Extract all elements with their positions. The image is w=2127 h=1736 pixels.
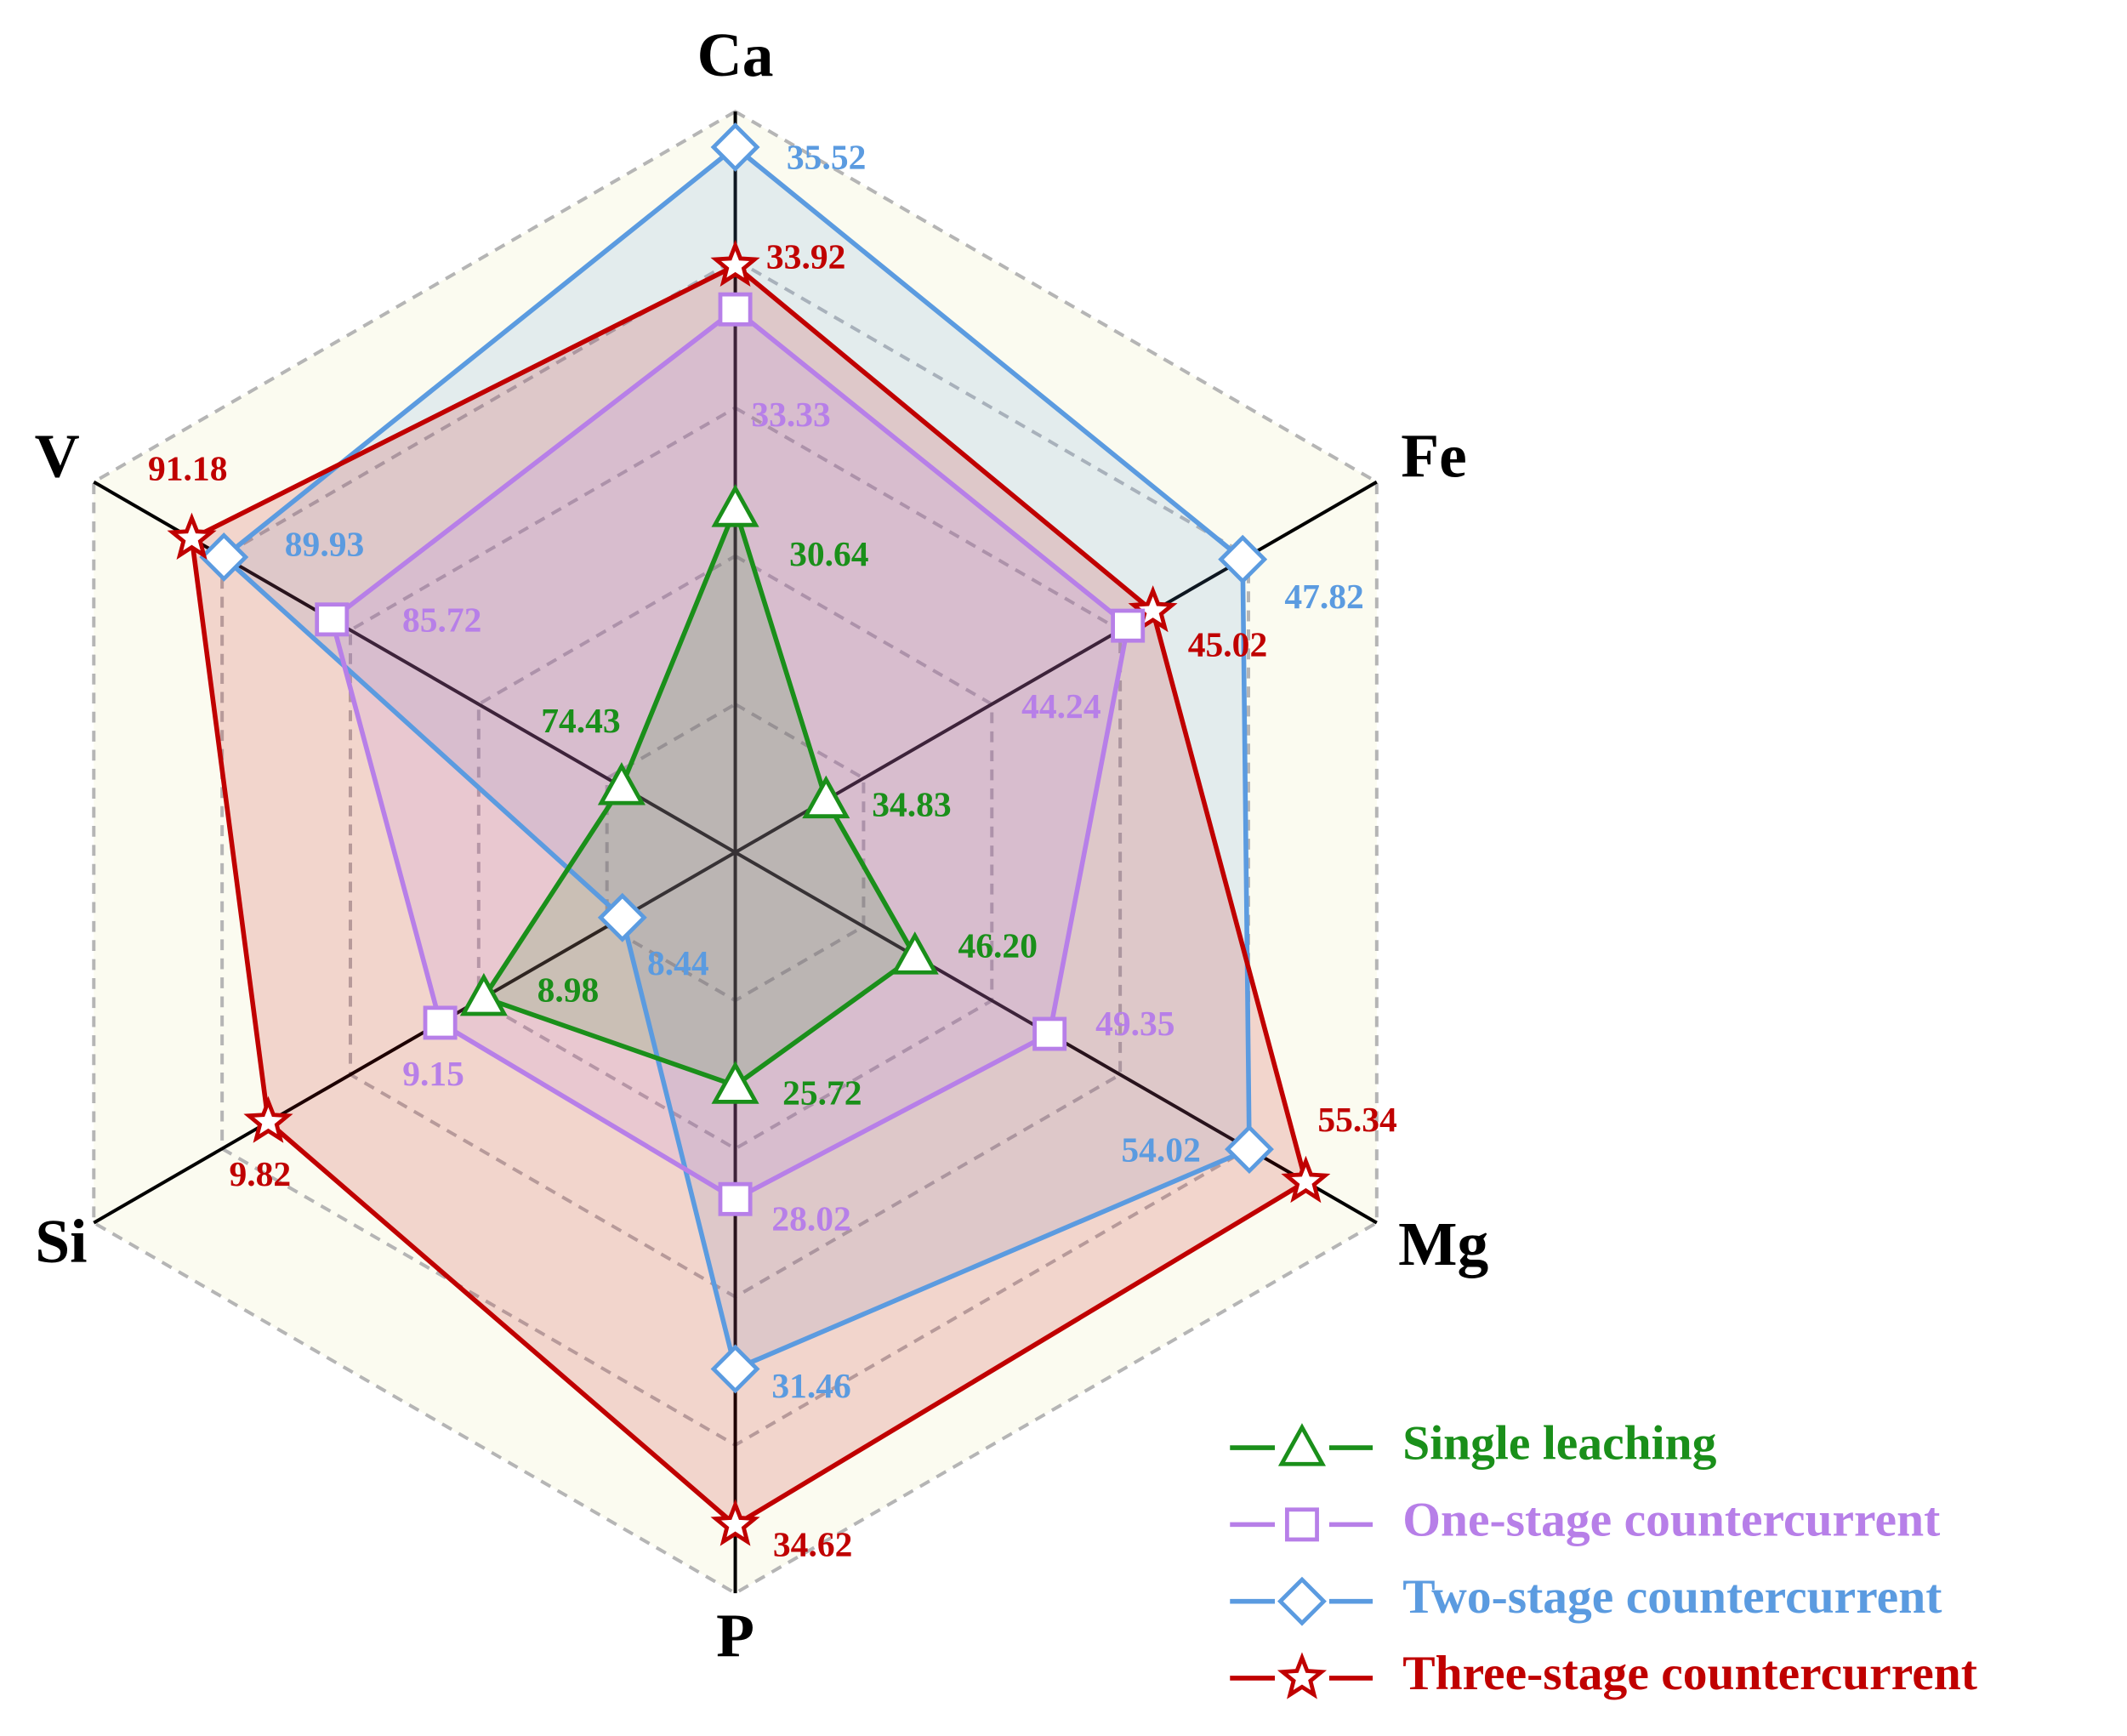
data-point [1281,1155,1331,1204]
value-label: 49.35 [1095,1004,1174,1043]
value-label: 44.24 [1021,686,1100,726]
data-point [1225,1124,1274,1175]
axis-label: Fe [1401,420,1467,490]
data-point [1111,608,1146,643]
data-point [1128,585,1178,633]
data-point [711,1061,759,1104]
data-point [802,775,850,819]
data-point [597,892,647,942]
value-label: 28.02 [771,1198,850,1238]
value-label: 74.43 [541,701,620,740]
series-area [191,265,1306,1525]
axis-label: V [35,420,80,490]
legend-label: One-stage countercurrent [1402,1494,1940,1547]
value-label: 25.72 [782,1073,862,1112]
legend-label: Two-stage countercurrent [1402,1570,1942,1624]
data-point [243,1096,293,1143]
data-point [710,122,760,172]
value-label: 46.20 [958,926,1037,965]
value-label: 34.83 [872,785,951,824]
value-label: 31.46 [771,1366,850,1405]
data-point [1218,534,1268,584]
value-label: 55.34 [1317,1100,1396,1139]
data-point [890,931,939,975]
legend-label: Three-stage countercurrent [1402,1647,1977,1700]
value-label: 35.52 [787,137,866,176]
axis-label: Ca [697,20,774,89]
legend-marker [1277,1652,1328,1699]
series-area [483,508,915,1086]
axis-label: Mg [1398,1209,1488,1278]
data-point [710,1499,760,1546]
data-point [459,972,508,1016]
value-label: 54.02 [1121,1130,1200,1169]
data-point [597,762,645,805]
value-label: 47.82 [1284,577,1363,616]
value-label: 34.62 [773,1525,852,1564]
axis-label: P [716,1600,754,1670]
legend-marker [1277,1423,1327,1466]
axis-label: Si [35,1206,87,1276]
legend-label: Single leaching [1402,1416,1716,1470]
data-point [1032,1016,1067,1051]
data-point [718,292,753,327]
value-label: 9.82 [230,1154,292,1193]
legend-marker [1284,1507,1319,1542]
value-label: 33.92 [766,236,845,276]
value-label: 89.93 [285,524,364,563]
value-label: 91.18 [148,448,227,487]
value-label: 8.98 [537,970,600,1010]
value-label: 9.15 [402,1054,464,1093]
value-label: 33.33 [751,395,830,434]
value-label: 45.02 [1188,624,1267,663]
value-label: 85.72 [402,600,481,640]
data-point [315,602,350,637]
value-label: 8.44 [647,943,709,982]
data-point [710,239,760,287]
data-point [718,1181,753,1216]
data-point [711,484,759,527]
data-point [199,532,249,582]
series-area [332,309,1129,1199]
legend-marker [1277,1576,1327,1626]
data-point [167,512,217,561]
data-point [710,1344,760,1394]
value-label: 30.64 [789,534,868,573]
axis-spoke [734,480,1378,854]
data-point [423,1005,458,1040]
